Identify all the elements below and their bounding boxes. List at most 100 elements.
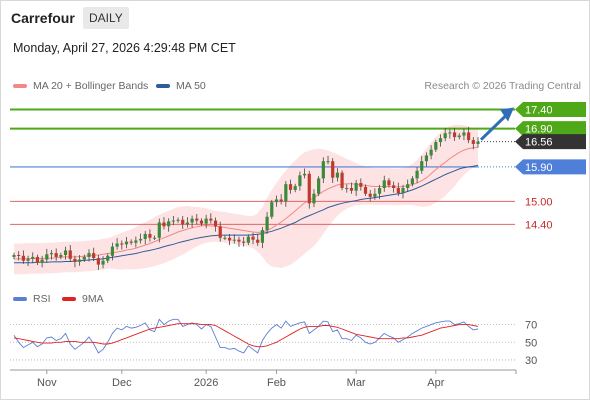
datetime-label: Monday, April 27, 2026 4:29:48 PM CET xyxy=(13,41,236,55)
candle-body xyxy=(40,259,44,263)
candle-body xyxy=(288,184,293,190)
candle-body xyxy=(31,256,35,259)
candle-body xyxy=(148,233,152,238)
candle-body xyxy=(213,220,218,227)
resistance-level-tag-1-bg xyxy=(515,121,586,137)
candle-body xyxy=(45,254,49,260)
ma20-line xyxy=(14,146,479,260)
candle-body xyxy=(345,188,349,189)
candle-body xyxy=(68,250,72,259)
rsi-tick-label-50: 50 xyxy=(525,337,537,349)
candle-body xyxy=(471,140,475,144)
candle-body xyxy=(181,219,185,225)
candle-body xyxy=(438,138,443,143)
candle-body xyxy=(73,258,77,262)
candle-body xyxy=(246,236,250,243)
candle-body xyxy=(251,236,255,240)
candle-body xyxy=(204,218,208,224)
candle-body xyxy=(452,132,457,138)
candle-body xyxy=(335,172,339,178)
legend-ma50: MA 50 xyxy=(156,80,206,92)
candle-body xyxy=(124,241,129,245)
candle-body xyxy=(382,180,386,188)
candle-body xyxy=(63,250,68,256)
candle-body xyxy=(420,161,424,171)
legend-rsi: RSI xyxy=(13,293,51,305)
resistance-level-tag-0-bg xyxy=(515,101,586,117)
candle-body xyxy=(270,202,274,217)
rsi-tick-label-70: 70 xyxy=(525,320,537,332)
legend-ma20-bollinger: MA 20 + Bollinger Bands xyxy=(13,80,148,92)
support-level-tag-4: 15.00 xyxy=(525,196,553,208)
candle-body xyxy=(54,253,58,257)
candle-body xyxy=(232,239,236,241)
instrument-title: Carrefour xyxy=(11,10,75,26)
legend-ma20-label: MA 20 + Bollinger Bands xyxy=(33,80,149,92)
candle-body xyxy=(368,193,372,197)
candle-body xyxy=(49,253,54,255)
legend-9ma: 9MA xyxy=(62,293,104,305)
x-tick-label-feb: Feb xyxy=(267,377,286,389)
candle-body xyxy=(78,259,82,262)
candle-body xyxy=(302,173,307,176)
candle-body xyxy=(265,216,269,231)
candle-body xyxy=(153,237,157,239)
rsi-tick-label-30: 30 xyxy=(525,355,537,367)
credit-label: Research © 2026 Trading Central xyxy=(424,80,581,92)
candle-body xyxy=(448,132,452,134)
timeframe-badge[interactable]: DAILY xyxy=(83,7,129,29)
candle-body xyxy=(415,170,419,179)
candle-body xyxy=(209,218,213,221)
x-tick-label-dec: Dec xyxy=(112,377,132,389)
pivot-level-tag-3-group: 15.90 xyxy=(515,159,586,175)
candle-body xyxy=(387,180,391,186)
candle-body xyxy=(185,222,190,225)
rsi-line xyxy=(13,318,479,354)
legend-rsi-label: RSI xyxy=(33,293,51,305)
candle-body xyxy=(359,183,363,187)
candle-body xyxy=(82,256,86,260)
candle-body xyxy=(223,237,227,239)
candle-body xyxy=(312,193,316,204)
resistance-level-tag-0: 17.40 xyxy=(525,104,553,116)
candle-body xyxy=(392,185,396,188)
candle-body xyxy=(317,178,321,194)
candle-body xyxy=(401,188,405,193)
candle-body xyxy=(396,188,400,193)
candle-body xyxy=(162,222,166,227)
candle-body xyxy=(406,184,410,188)
current-level-tag-2: 16.56 xyxy=(525,137,553,149)
candle-body xyxy=(457,135,461,138)
candle-body xyxy=(363,186,368,194)
candle-body xyxy=(340,172,344,188)
resistance-level-tag-1: 16.90 xyxy=(525,124,553,136)
x-tick-label-mar: Mar xyxy=(347,377,366,389)
candle-body xyxy=(284,184,288,202)
candle-body xyxy=(256,239,260,243)
candle-body xyxy=(21,255,25,261)
candle-body xyxy=(429,149,433,156)
candle-body xyxy=(293,186,297,190)
candle-body xyxy=(476,141,480,144)
candle-body xyxy=(326,161,330,163)
candle-body xyxy=(143,233,147,239)
candle-body xyxy=(274,199,279,203)
rsi-swatch xyxy=(13,297,27,301)
pivot-level-tag-3: 15.90 xyxy=(525,162,553,174)
current-level-tag-2-group: 16.56 xyxy=(515,134,586,150)
candle-body xyxy=(331,161,335,178)
candle-body xyxy=(237,239,241,242)
projection-arrow-head xyxy=(500,107,514,122)
candle-body xyxy=(434,142,438,150)
candle-body xyxy=(157,222,161,238)
pivot-level-tag-3-bg xyxy=(515,159,586,175)
legend-9ma-label: 9MA xyxy=(82,293,104,305)
candle-body xyxy=(443,133,447,139)
support-level-tag-5: 14.40 xyxy=(525,219,553,231)
bollinger-band xyxy=(14,124,478,275)
candle-body xyxy=(354,183,358,191)
candle-body xyxy=(410,178,414,185)
current-level-tag-2-bg xyxy=(515,134,586,150)
ma50-swatch xyxy=(156,84,170,88)
